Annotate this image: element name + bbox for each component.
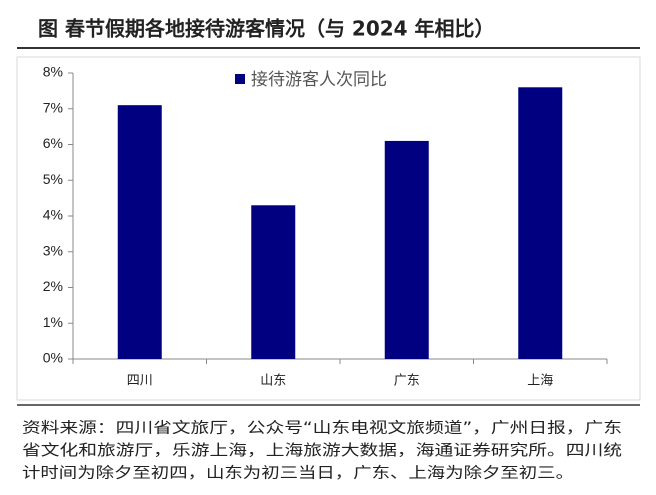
source-note: 计时间为除夕至初四，山东为初三当日，广东、上海为除夕至初三。 — [22, 464, 574, 482]
y-tick-label: 8% — [43, 64, 63, 80]
x-tick-label: 四川 — [127, 374, 153, 389]
x-tick-label: 山东 — [260, 374, 286, 389]
source-note: 资料来源：四川省文旅厅，公众号“山东电视文旅频道”，广州日报，广东 — [22, 419, 622, 437]
y-tick-label: 4% — [43, 207, 63, 223]
legend-label: 接待游客人次同比 — [251, 70, 387, 90]
source-note: 省文化和旅游厅，乐游上海，上海旅游大数据，海通证券研究所。四川统 — [22, 441, 622, 459]
y-tick-label: 1% — [43, 314, 63, 330]
y-tick-label: 6% — [43, 135, 63, 151]
plot-frame — [16, 56, 641, 401]
bar — [384, 140, 429, 359]
x-tick-label: 上海 — [527, 374, 553, 389]
chart-title: 图 春节假期各地接待游客情况（与 2024 年相比） — [38, 17, 495, 41]
y-tick-label: 3% — [43, 242, 63, 258]
y-tick-label: 7% — [43, 99, 63, 115]
x-tick-label: 广东 — [394, 374, 420, 389]
legend-swatch — [235, 74, 245, 84]
y-tick-label: 2% — [43, 278, 63, 294]
bar — [251, 205, 296, 359]
y-tick-label: 0% — [43, 350, 63, 366]
bar — [117, 105, 162, 359]
bar — [518, 87, 563, 360]
y-tick-label: 5% — [43, 171, 63, 187]
